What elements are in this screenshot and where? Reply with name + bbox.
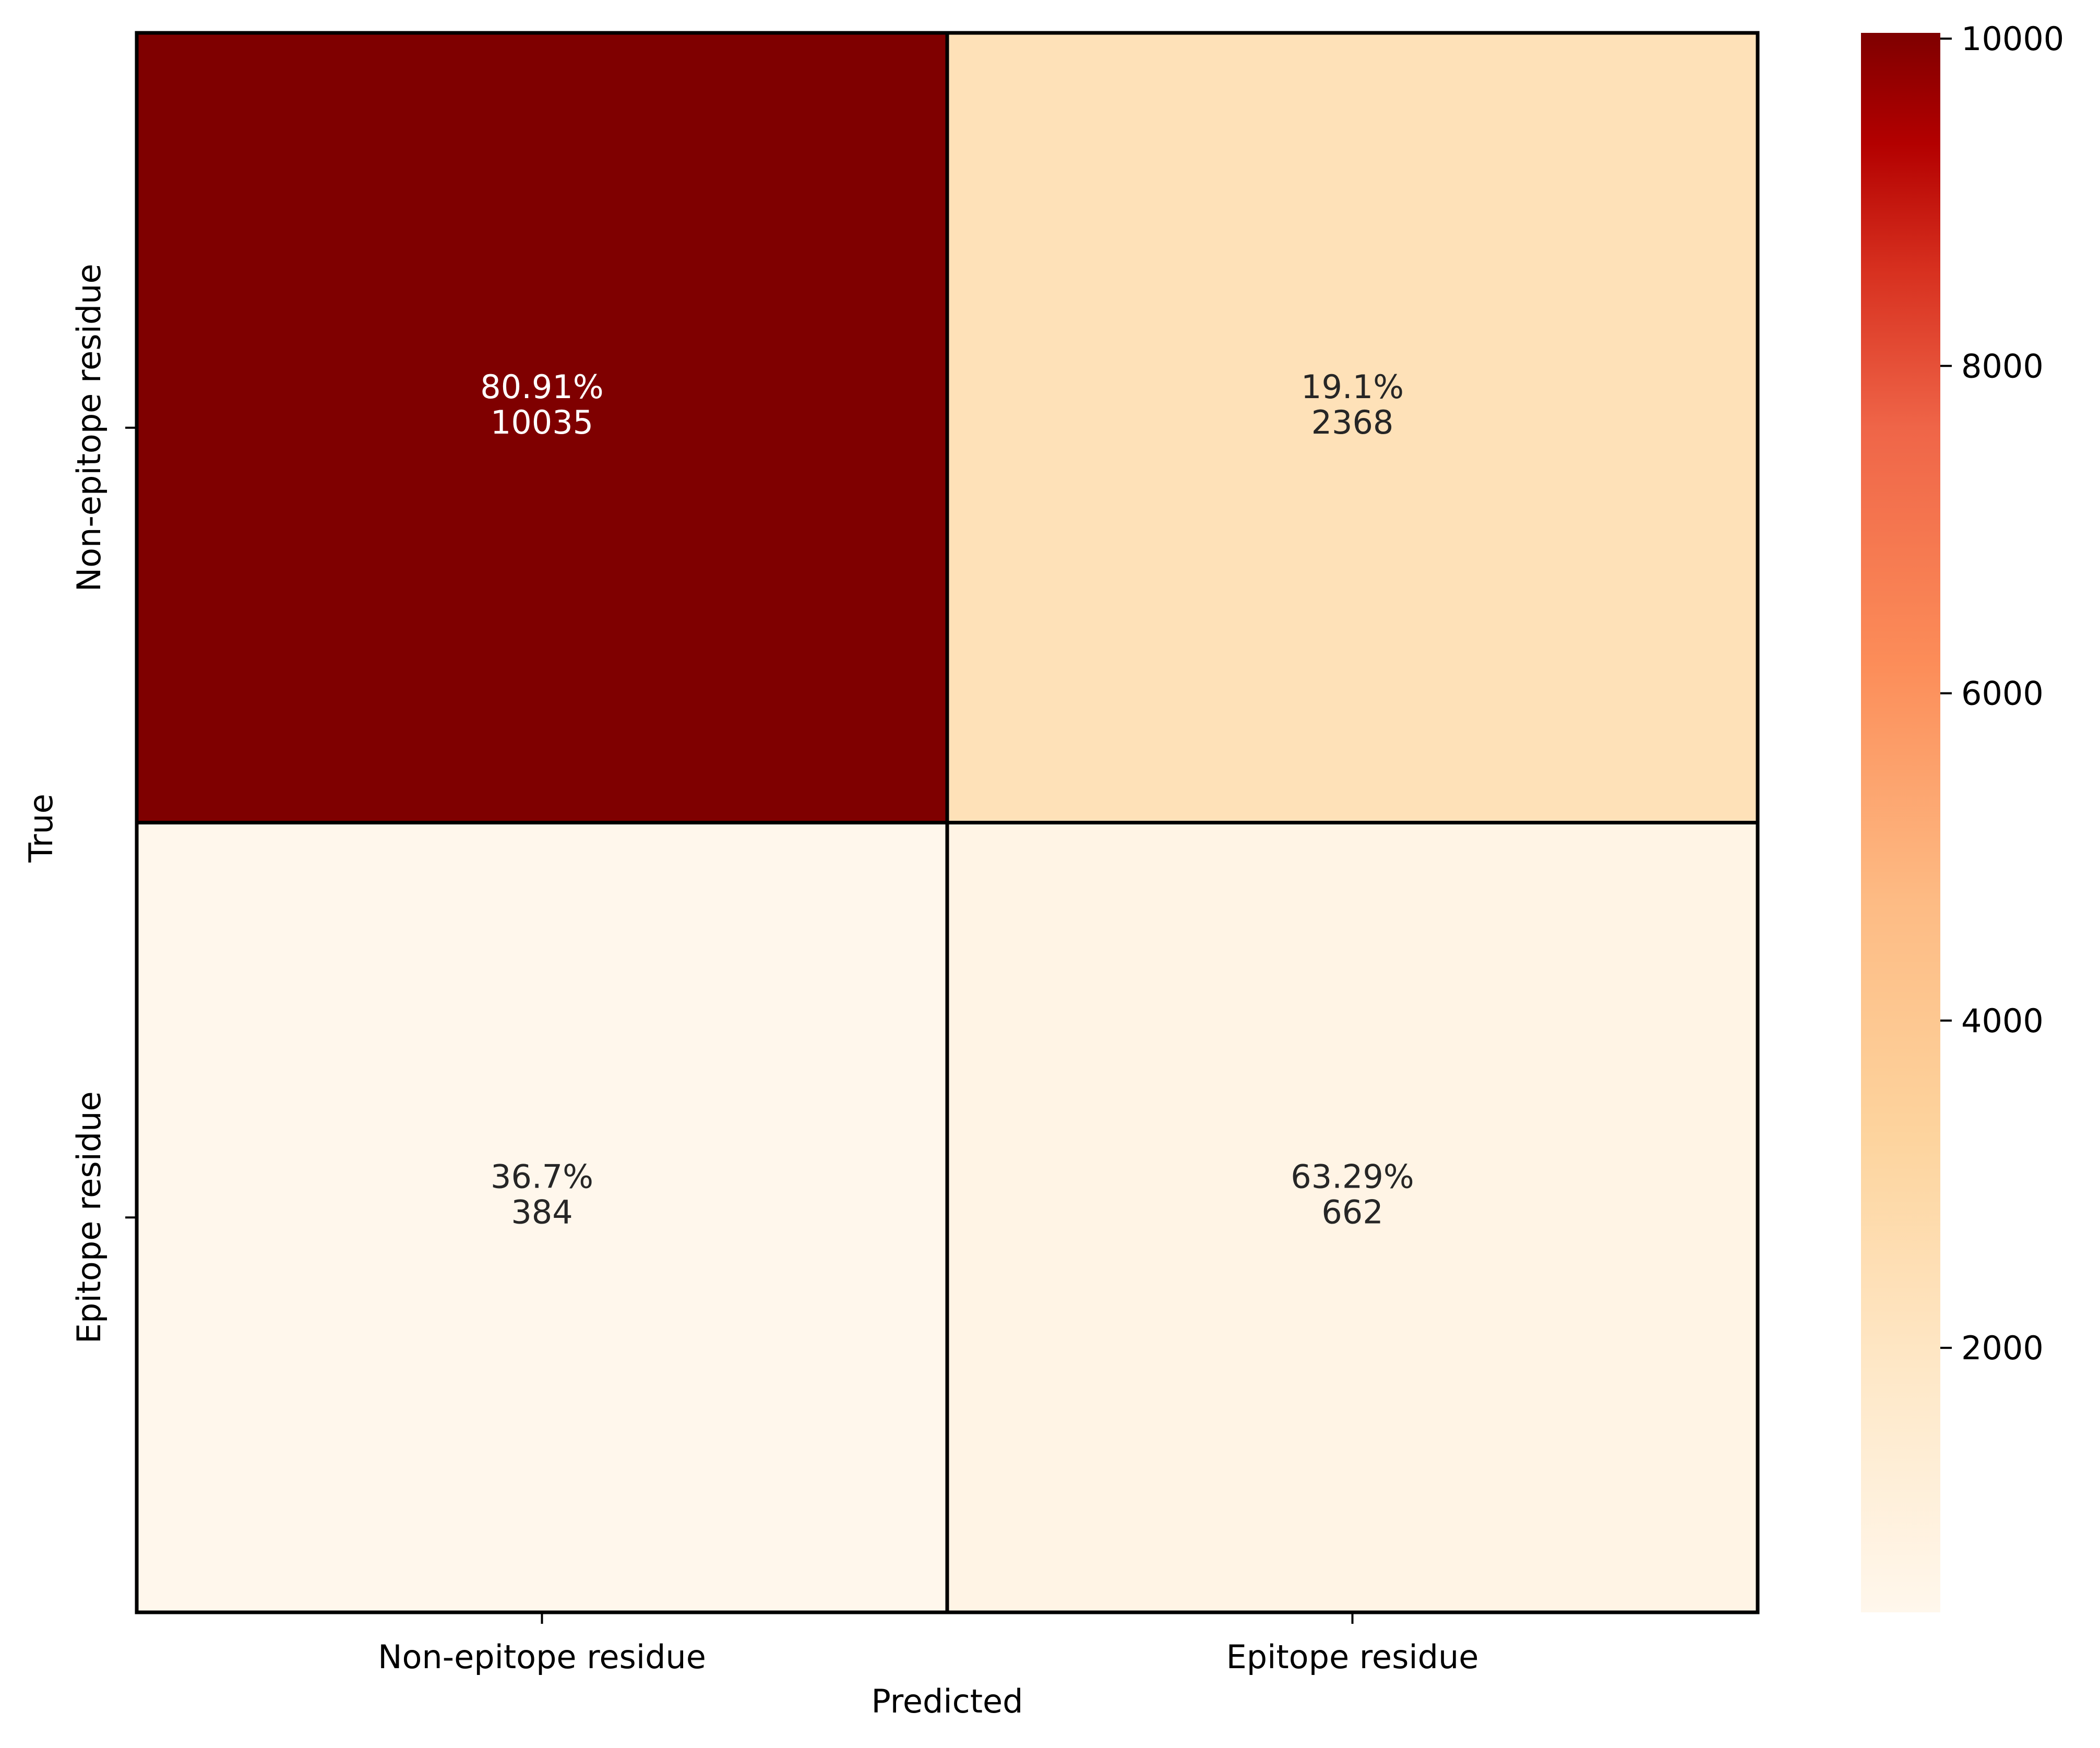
x-axis-title: Predicted [871,1682,1023,1720]
x-tick-label-1: Epitope residue [1226,1638,1479,1676]
x-tick-label-0: Non-epitope residue [378,1638,706,1676]
cell-count-label-r0-c1: 2368 [1311,403,1394,441]
axes: Non-epitope residue Epitope residue Non-ep… [70,32,1759,1676]
cell-count-label-r1-c1: 662 [1321,1193,1383,1231]
y-axis-title: True [22,794,60,863]
heatmap-cell-r1-c1 [945,821,1760,1614]
y-tick-label-1: Epitope residue [70,1091,108,1344]
colorbar: 2000 4000 6000 8000 10000 [1861,20,2064,1612]
heatmap-cell-r1-c0 [135,821,949,1614]
colorbar-tick-label-0: 2000 [1961,1329,2044,1367]
cell-percent-label-r0-c1: 19.1% [1301,368,1404,406]
cell-count-label-r1-c0: 384 [511,1193,572,1231]
cell-percent-label-r0-c0: 80.91% [480,368,603,406]
cell-count-label-r0-c0: 10035 [491,403,593,441]
colorbar-tick-label-1: 4000 [1961,1002,2044,1040]
plot-frame [136,32,1759,1613]
cell-percent-label-r1-c1: 63.29% [1291,1157,1414,1195]
heatmap-cell-r0-c0 [135,31,949,824]
cell-percent-label-r1-c0: 36.7% [491,1157,593,1195]
heatmap-cells [135,31,1760,1614]
colorbar-tick-label-4: 10000 [1961,20,2064,58]
colorbar-tick-label-3: 8000 [1961,347,2044,385]
y-tick-label-0: Non-epitope residue [70,264,108,592]
colorbar-gradient [1861,33,1940,1612]
heatmap-cell-labels: 80.91%10035 19.1%2368 36.7%384 63.29%662 [480,368,1414,1231]
colorbar-tick-label-2: 6000 [1961,675,2044,713]
